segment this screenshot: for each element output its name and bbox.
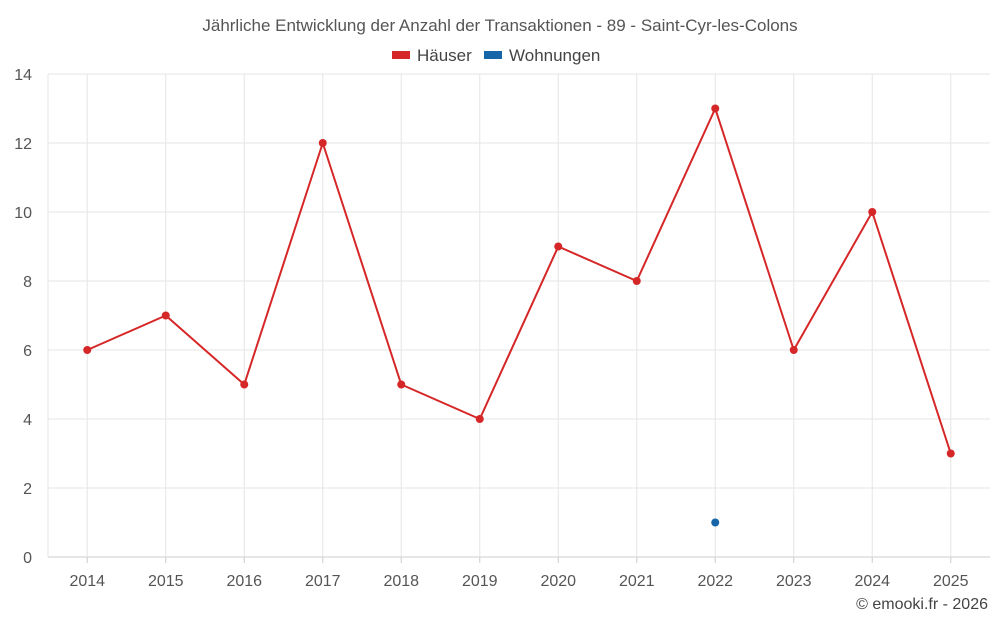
y-tick-label: 2: [23, 481, 32, 498]
y-axis-ticks: 0 2 4 6 8 10 12 14: [14, 67, 32, 567]
x-tick-label: 2018: [383, 573, 419, 590]
x-tick-label: 2021: [619, 573, 655, 590]
data-point[interactable]: [632, 277, 641, 285]
data-point[interactable]: [946, 449, 955, 458]
data-point[interactable]: [318, 139, 327, 147]
series-line-0: [86, 107, 952, 454]
x-tick-label: 2023: [776, 573, 812, 590]
x-tick-label: 2020: [540, 573, 576, 590]
x-tick-label: 2016: [226, 573, 262, 590]
legend: Häuser Wohnungen: [392, 46, 600, 65]
data-point[interactable]: [240, 380, 249, 389]
legend-swatch-wohnungen: [484, 51, 502, 59]
y-tick-label: 4: [23, 412, 32, 429]
x-tick-label: 2025: [933, 573, 969, 590]
x-tick-label: 2019: [462, 573, 498, 590]
y-tick-label: 8: [23, 274, 32, 291]
data-point[interactable]: [83, 346, 92, 354]
x-tick-label: 2022: [697, 573, 733, 590]
data-point[interactable]: [789, 346, 798, 354]
legend-label-hauser[interactable]: Häuser: [417, 46, 472, 65]
y-tick-label: 10: [14, 205, 32, 222]
chart-title: Jährliche Entwicklung der Anzahl der Tra…: [202, 16, 797, 35]
series: [83, 104, 955, 527]
data-point[interactable]: [711, 518, 720, 527]
x-tick-label: 2015: [148, 573, 184, 590]
y-tick-label: 12: [14, 136, 32, 153]
x-tick-label: 2024: [854, 573, 890, 590]
x-tick-label: 2014: [69, 573, 105, 590]
x-axis-ticks: 2014 2015 2016 2017 2018 2019 2020 2021 2022 2023…: [69, 573, 968, 590]
legend-label-wohnungen[interactable]: Wohnungen: [509, 46, 600, 65]
data-point[interactable]: [868, 208, 877, 216]
data-point[interactable]: [554, 242, 563, 251]
legend-swatch-hauser: [392, 51, 410, 59]
grid: [47, 73, 990, 563]
data-point[interactable]: [397, 380, 406, 389]
credit-text: © emooki.fr - 2026: [856, 596, 988, 613]
y-tick-label: 14: [14, 67, 32, 84]
data-point[interactable]: [711, 104, 720, 113]
y-tick-label: 0: [23, 550, 32, 567]
x-tick-label: 2017: [305, 573, 341, 590]
data-point[interactable]: [161, 311, 170, 320]
data-point[interactable]: [475, 415, 484, 423]
y-tick-label: 6: [23, 343, 32, 360]
